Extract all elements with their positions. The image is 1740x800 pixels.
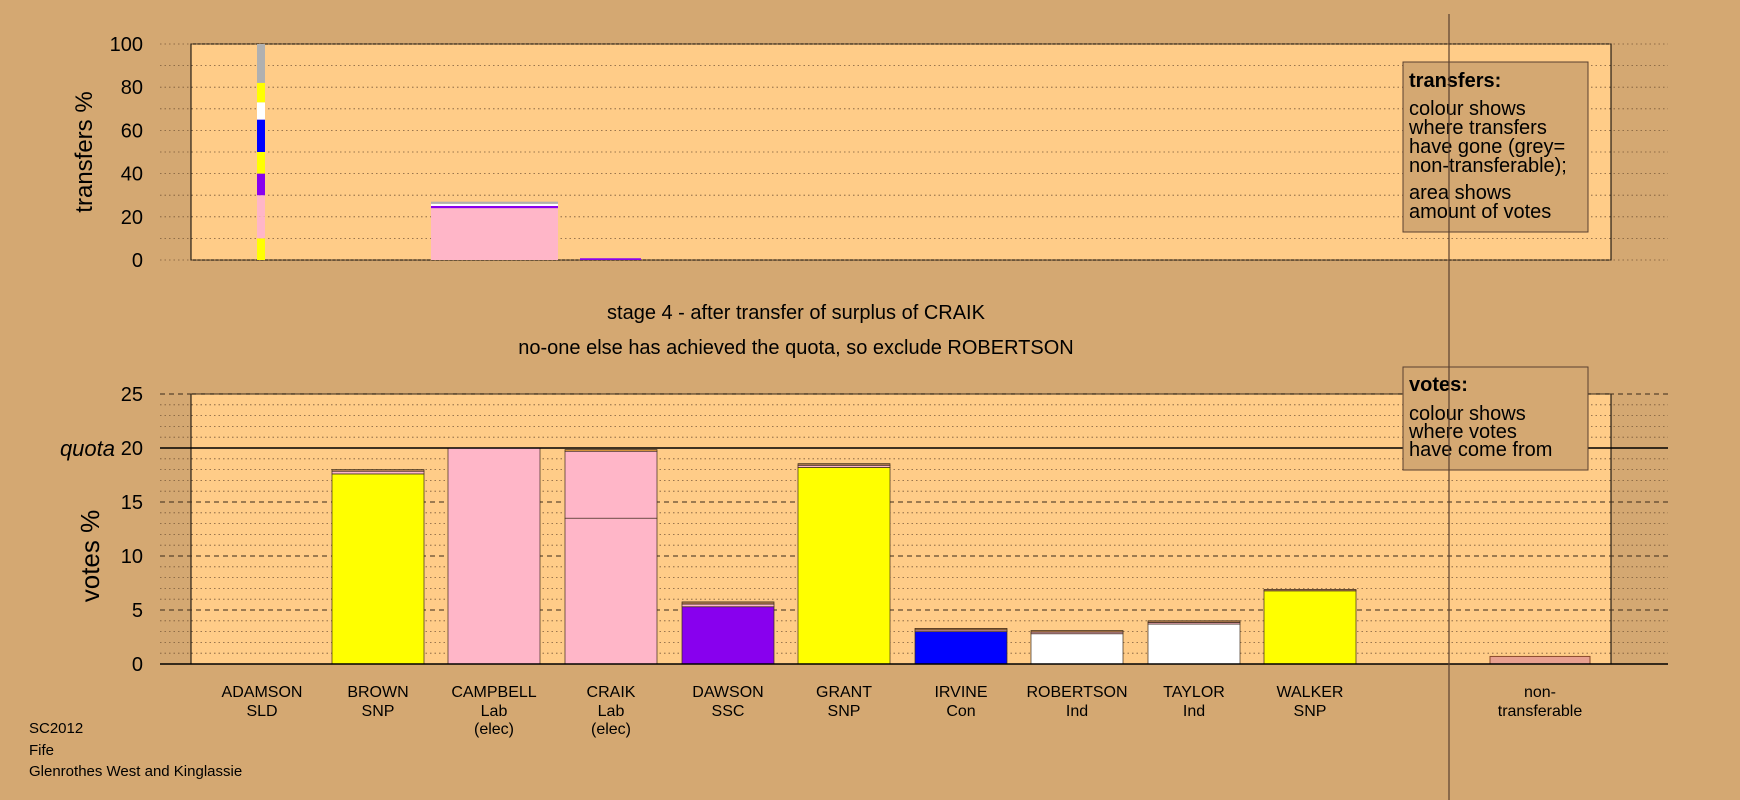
vote-bar-segment bbox=[447, 447, 541, 665]
vote-bar-segment bbox=[331, 469, 425, 472]
transfers-y-axis-label: transfers % bbox=[71, 91, 98, 212]
transfers-legend-line: colour shows bbox=[1409, 98, 1526, 120]
candidate-name-label: WALKER bbox=[1277, 684, 1344, 701]
transfers-legend-title: transfers: bbox=[1409, 70, 1501, 92]
candidate-name-label: CRAIK bbox=[587, 684, 636, 701]
vote-bar-segment bbox=[564, 449, 658, 452]
transfer-strip-segment bbox=[257, 173, 265, 196]
transfers-y-tick-label: 60 bbox=[121, 120, 143, 142]
votes-legend-box bbox=[1402, 366, 1589, 471]
candidate-party-label: Ind bbox=[1183, 703, 1205, 720]
votes-y-tick-label: 10 bbox=[121, 546, 143, 568]
transfer-strip-segment bbox=[257, 216, 265, 239]
vote-bar-segment bbox=[1147, 623, 1241, 665]
ward-name: Glenrothes West and Kinglassie bbox=[29, 763, 243, 780]
transfers-legend-line: non-transferable); bbox=[1409, 155, 1567, 177]
candidate-party-label: SNP bbox=[828, 703, 861, 720]
vote-bar-segment bbox=[797, 463, 891, 466]
transfers-legend-box bbox=[1402, 61, 1589, 233]
vote-bar-segment bbox=[1030, 630, 1124, 633]
vote-bar-segment bbox=[681, 606, 775, 665]
transfer-strip-segment bbox=[257, 44, 265, 83]
candidate-name-label: CAMPBELL bbox=[451, 684, 536, 701]
transfer-strip-segment bbox=[257, 119, 265, 152]
votes-legend-title: votes: bbox=[1409, 374, 1468, 396]
candidate-party-label: Lab bbox=[598, 703, 625, 720]
votes-y-tick-label: 5 bbox=[132, 600, 143, 622]
transfers-y-tick-label: 20 bbox=[121, 207, 143, 229]
candidate-name-label: IRVINE bbox=[934, 684, 987, 701]
nontransferable-label: non- bbox=[1524, 684, 1556, 701]
vote-bar-segment bbox=[564, 450, 658, 519]
candidate-party-label: Con bbox=[946, 703, 975, 720]
vote-bar-segment bbox=[914, 628, 1008, 631]
transfer-strip-segment bbox=[257, 102, 265, 120]
votes-y-tick-label: 15 bbox=[121, 492, 143, 514]
election-code: SC2012 bbox=[29, 720, 84, 737]
vote-bar-segment bbox=[331, 470, 425, 475]
votes-y-tick-label: 25 bbox=[121, 384, 143, 406]
votes-legend-line: colour shows bbox=[1409, 403, 1526, 425]
transfers-y-tick-label: 0 bbox=[132, 250, 143, 272]
quota-label: quota bbox=[60, 436, 115, 461]
votes-y-tick-label: 0 bbox=[132, 654, 143, 676]
transfers-y-tick-label: 40 bbox=[121, 164, 143, 186]
transfer-strip-segment bbox=[257, 238, 265, 260]
transfer-block-layer bbox=[580, 258, 641, 260]
vote-bar-segment bbox=[564, 517, 658, 665]
transfer-strip-segment bbox=[257, 82, 265, 103]
vote-bar-segment bbox=[1147, 620, 1241, 623]
vote-bar-segment bbox=[681, 603, 775, 608]
vote-bar-segment bbox=[1030, 633, 1124, 665]
transfers-y-tick-label: 100 bbox=[110, 34, 143, 56]
transfer-block-layer bbox=[431, 201, 558, 204]
candidate-party-label: Ind bbox=[1066, 703, 1088, 720]
candidate-party-label: Lab bbox=[481, 703, 508, 720]
candidate-party-label: SSC bbox=[712, 703, 745, 720]
nontransferable-bar bbox=[1489, 655, 1591, 665]
transfers-legend-line: amount of votes bbox=[1409, 201, 1551, 223]
stage-title: stage 4 - after transfer of surplus of C… bbox=[607, 302, 986, 324]
candidate-party-label: SNP bbox=[1294, 703, 1327, 720]
candidate-status-label: (elec) bbox=[474, 721, 514, 738]
candidate-name-label: ADAMSON bbox=[222, 684, 303, 701]
candidate-name-label: BROWN bbox=[347, 684, 408, 701]
candidate-party-label: SLD bbox=[246, 703, 277, 720]
quota-tick-label: 20 bbox=[121, 438, 143, 460]
transfers-y-tick-label: 80 bbox=[121, 77, 143, 99]
candidate-party-label: SNP bbox=[362, 703, 395, 720]
vote-bar-segment bbox=[914, 631, 1008, 665]
vote-bar-segment bbox=[1263, 589, 1357, 592]
council-name: Fife bbox=[29, 741, 55, 759]
candidate-name-label: GRANT bbox=[816, 684, 872, 701]
votes-y-axis-label: votes % bbox=[75, 510, 105, 603]
vote-bar-segment bbox=[681, 601, 775, 605]
stage-subtitle: no-one else has achieved the quota, so e… bbox=[518, 337, 1074, 359]
vote-bar-segment bbox=[331, 473, 425, 665]
vote-bar-segment bbox=[797, 467, 891, 665]
transfers-legend-line: area shows bbox=[1409, 182, 1511, 204]
transfer-block-layer bbox=[431, 208, 558, 260]
transfers-legend-line: where transfers bbox=[1408, 117, 1547, 139]
transfer-strip-segment bbox=[257, 152, 265, 174]
transfers-plot-area bbox=[190, 43, 1612, 261]
candidate-name-label: ROBERTSON bbox=[1026, 684, 1127, 701]
transfer-block-layer bbox=[431, 206, 558, 209]
nontransferable-label: transferable bbox=[1498, 703, 1583, 720]
candidate-name-label: TAYLOR bbox=[1163, 684, 1225, 701]
votes-legend-line: have come from bbox=[1409, 439, 1552, 461]
votes-legend-line: where votes bbox=[1408, 421, 1517, 443]
ward-info: SC2012 Fife Glenrothes West and Kinglass… bbox=[29, 718, 242, 783]
vote-bar-segment bbox=[1263, 590, 1357, 665]
transfer-block-layer bbox=[431, 203, 558, 206]
transfer-strip-segment bbox=[257, 195, 265, 217]
candidate-name-label: DAWSON bbox=[692, 684, 763, 701]
transfers-legend-line: have gone (grey= bbox=[1409, 136, 1565, 158]
candidate-status-label: (elec) bbox=[591, 721, 631, 738]
